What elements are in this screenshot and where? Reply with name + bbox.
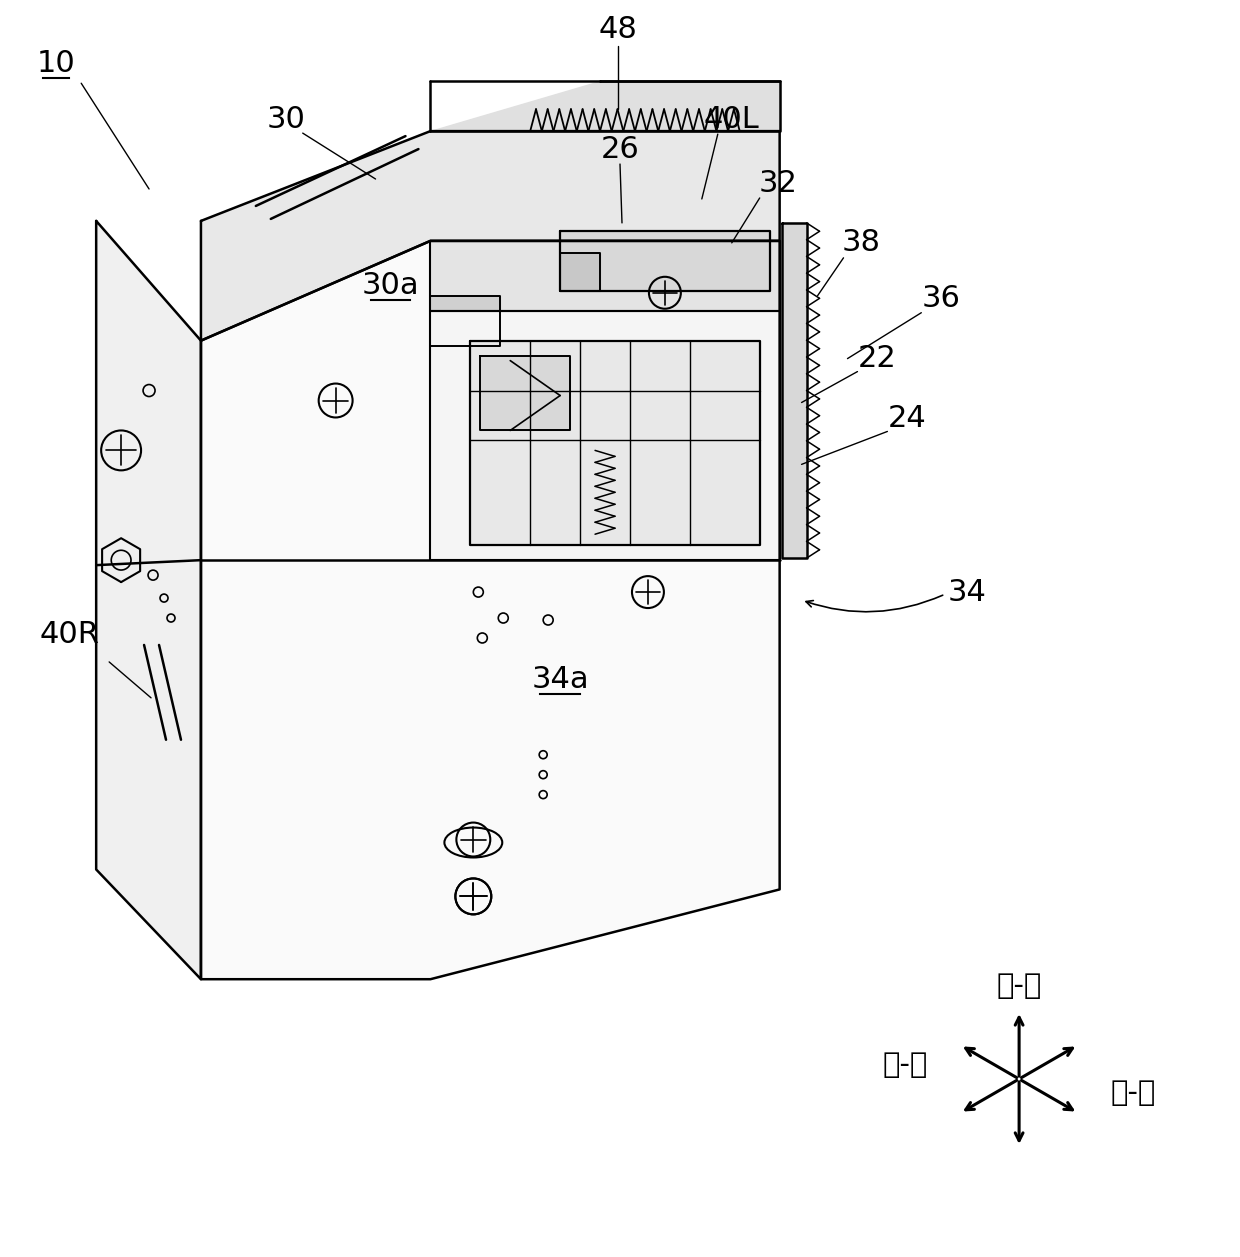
Text: 34: 34 — [947, 577, 987, 607]
Text: 前-后: 前-后 — [1110, 1079, 1156, 1107]
Text: 48: 48 — [599, 15, 637, 44]
Polygon shape — [430, 241, 780, 310]
Polygon shape — [430, 82, 780, 131]
Polygon shape — [430, 295, 500, 346]
Polygon shape — [430, 310, 780, 561]
Text: 34a: 34a — [531, 665, 589, 694]
Text: 36: 36 — [921, 284, 961, 313]
Polygon shape — [201, 241, 780, 979]
Polygon shape — [781, 222, 806, 558]
Polygon shape — [470, 341, 760, 546]
Polygon shape — [560, 253, 600, 290]
Polygon shape — [97, 221, 201, 979]
Polygon shape — [480, 356, 570, 430]
Text: 10: 10 — [37, 49, 76, 78]
Text: 40R: 40R — [40, 621, 99, 650]
Text: 26: 26 — [600, 134, 640, 163]
Polygon shape — [560, 231, 770, 290]
Text: 30: 30 — [267, 104, 305, 133]
Text: 22: 22 — [858, 344, 897, 373]
Text: 24: 24 — [888, 403, 926, 432]
Text: 30a: 30a — [362, 272, 419, 300]
Text: 上-下: 上-下 — [997, 972, 1042, 1001]
Text: 40L: 40L — [704, 104, 760, 133]
Polygon shape — [201, 131, 780, 341]
Text: 38: 38 — [842, 229, 880, 258]
Text: 32: 32 — [758, 170, 797, 199]
Text: 右-左: 右-左 — [883, 1051, 929, 1079]
